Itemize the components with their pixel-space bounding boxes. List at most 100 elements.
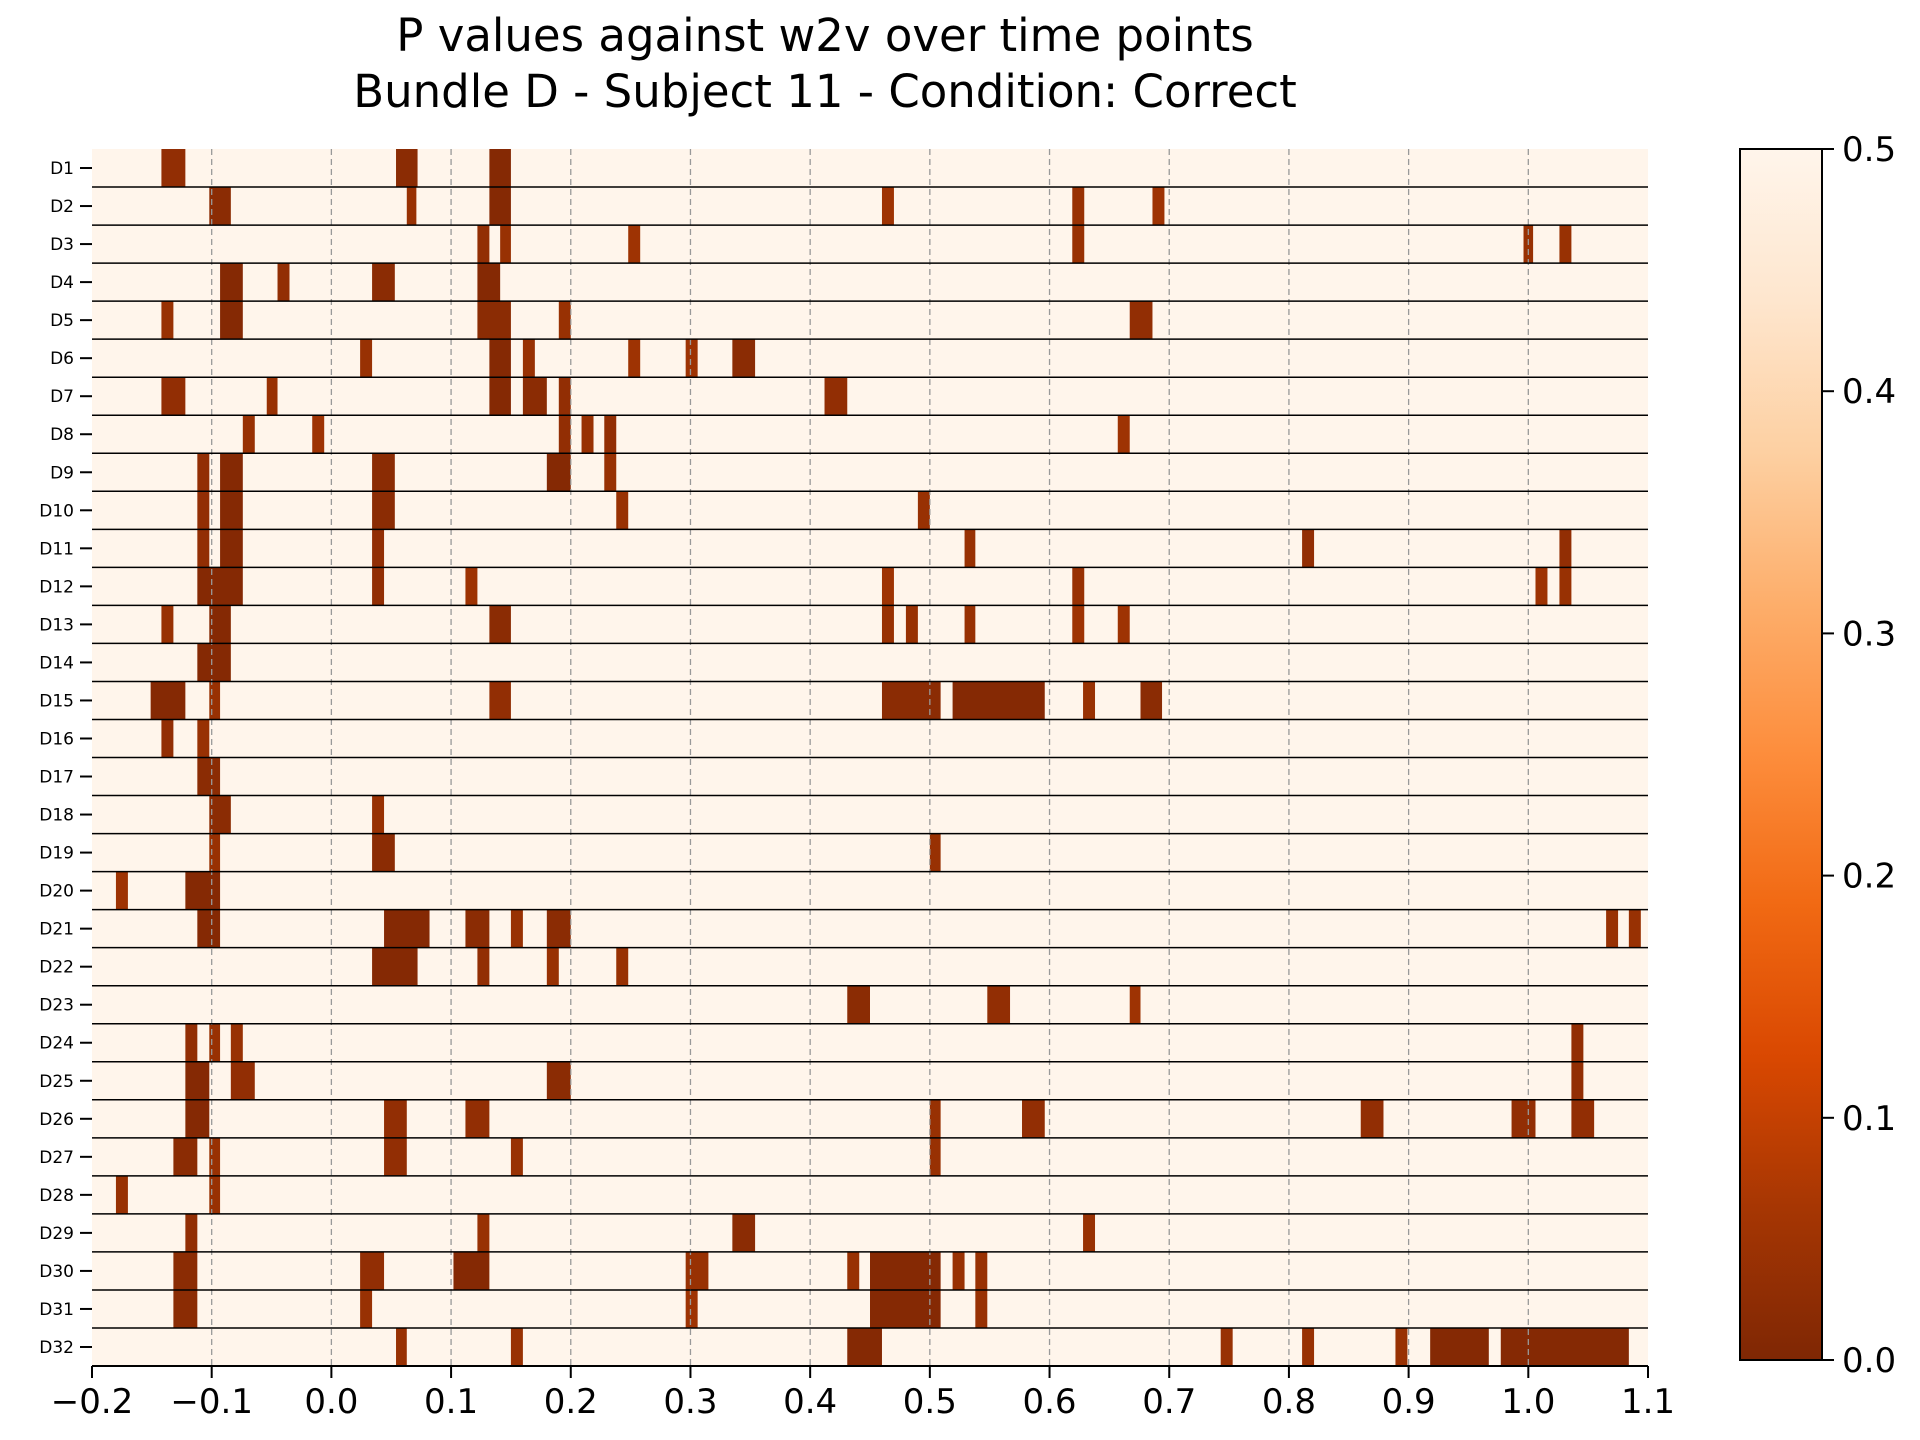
heatmap-cell (197, 491, 210, 530)
heatmap-cell (161, 719, 174, 758)
heatmap-cell (929, 1137, 941, 1176)
x-tick-label: 0.6 (1022, 1382, 1076, 1422)
heatmap-cell (161, 605, 174, 644)
heatmap-cell (558, 377, 571, 416)
heatmap-cell (964, 605, 976, 644)
heatmap-cell (220, 491, 243, 530)
heatmap-cell (197, 453, 210, 492)
heatmap-cell (1395, 1327, 1408, 1366)
heatmap-cell (1072, 605, 1085, 644)
heatmap-cell (396, 1327, 407, 1366)
heatmap-cell (847, 985, 870, 1024)
heatmap-cell (604, 415, 617, 454)
heatmap-cell (197, 909, 221, 948)
heatmap-cell (220, 529, 243, 568)
heatmap-cell (372, 453, 395, 492)
colorbar-tick-label: 0.1 (1842, 1099, 1896, 1139)
heatmap-cell (1152, 187, 1165, 226)
heatmap-cell (905, 605, 918, 644)
heatmap-cell (384, 1099, 407, 1138)
y-tick-label: D10 (39, 501, 74, 521)
heatmap-cell (1072, 225, 1085, 264)
y-tick-label: D1 (50, 159, 74, 179)
y-tick-label: D23 (39, 996, 74, 1016)
heatmap-cell (847, 1327, 882, 1366)
chart-title: P values against w2v over time points Bu… (70, 8, 1580, 120)
heatmap-cell (266, 377, 278, 416)
y-tick-label: D27 (39, 1148, 74, 1168)
heatmap-cell (489, 605, 511, 644)
colorbar: 0.0 0.1 0.2 0.3 0.4 0.5 (1739, 130, 1896, 1381)
heatmap-cell (870, 1289, 941, 1328)
heatmap-cell (987, 985, 1011, 1024)
heatmap-cell (1140, 681, 1163, 720)
heatmap-cell (824, 377, 848, 416)
y-tick-label: D4 (50, 273, 74, 293)
heatmap-cell (406, 187, 417, 226)
heatmap-cell (477, 1213, 490, 1252)
heatmap-cell (372, 947, 418, 986)
heatmap-cell (1302, 1327, 1315, 1366)
x-tick-label: −0.1 (170, 1382, 253, 1422)
heatmap-cell (1117, 605, 1130, 644)
y-tick-label: D9 (50, 463, 74, 483)
heatmap-cell (220, 301, 243, 340)
heatmap-cell (1083, 681, 1096, 720)
heatmap-cell (372, 263, 395, 302)
heatmap-cell (1220, 1327, 1233, 1366)
y-tick-label: D25 (39, 1072, 74, 1092)
heatmap-cell (477, 225, 490, 264)
heatmap-cell (489, 187, 511, 226)
y-tick-label: D28 (39, 1186, 74, 1206)
heatmap-cell (161, 377, 186, 416)
y-tick-label: D2 (50, 197, 74, 217)
heatmap-cell (230, 1023, 243, 1062)
heatmap-cell (510, 909, 523, 948)
heatmap-cell (209, 1175, 221, 1214)
heatmap-cell (465, 1099, 490, 1138)
heatmap-cell (1072, 187, 1085, 226)
heatmap-cell (500, 225, 511, 264)
heatmap-cell (522, 339, 535, 378)
heatmap-cell (489, 149, 511, 188)
heatmap-cell (546, 453, 571, 492)
x-tick-label: 0.9 (1382, 1382, 1436, 1422)
heatmap-cell (952, 1251, 965, 1290)
heatmap-cell (1606, 909, 1619, 948)
heatmap-cell (173, 1289, 198, 1328)
heatmap-cell (881, 681, 941, 720)
x-tick-label: 0.4 (783, 1382, 837, 1422)
y-tick-label: D5 (50, 311, 74, 331)
heatmap-cell (209, 1023, 221, 1062)
y-tick-label: D15 (39, 691, 74, 711)
x-tick-label: 0.5 (903, 1382, 957, 1422)
heatmap-cell (1430, 1327, 1489, 1366)
heatmap-cell (881, 187, 894, 226)
heatmap-cell (161, 301, 174, 340)
x-tick-label: 1.1 (1621, 1382, 1675, 1422)
colorbar-tick-label: 0.4 (1842, 372, 1896, 412)
heatmap-cell (489, 681, 511, 720)
y-tick-label: D14 (39, 653, 74, 673)
heatmap-cell (510, 1137, 523, 1176)
heatmap-cell (477, 947, 490, 986)
heatmap-cell (230, 1061, 255, 1100)
heatmap-cell (685, 1289, 698, 1328)
heatmap-cell (1559, 225, 1572, 264)
heatmap-cell (372, 795, 385, 834)
heatmap-cell (581, 415, 594, 454)
heatmap-cell (209, 605, 231, 644)
y-tick-label: D22 (39, 958, 74, 978)
heatmap-cell (185, 871, 221, 910)
heatmap-cell (558, 415, 571, 454)
heatmap-cell (312, 415, 325, 454)
chart-title-line-1: P values against w2v over time points (396, 9, 1254, 62)
heatmap-cell (929, 1099, 941, 1138)
heatmap-cell (1571, 1061, 1584, 1100)
heatmap-cell (975, 1251, 988, 1290)
x-tick-label: 0.8 (1262, 1382, 1316, 1422)
heatmap-cell (1535, 567, 1548, 606)
heatmap-cell (604, 453, 617, 492)
heatmap-cell (1022, 1099, 1045, 1138)
y-tick-label: D20 (39, 882, 74, 902)
